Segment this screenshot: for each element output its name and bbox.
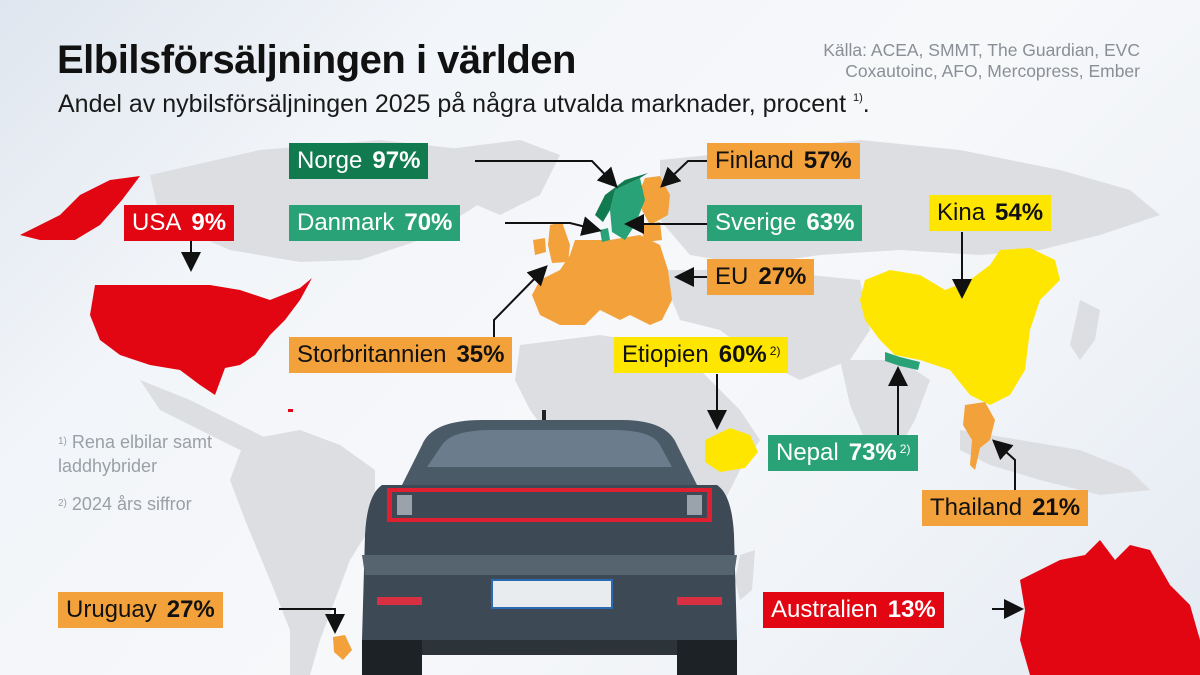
usa-shape (90, 278, 312, 395)
footnote-marker: 2) (769, 344, 781, 358)
usa-alaska (20, 176, 140, 240)
source-line-1: Källa: ACEA, SMMT, The Guardian, EVC (823, 40, 1140, 60)
eu-shape (532, 235, 672, 325)
finland-shape (640, 176, 670, 225)
uk-shape (548, 222, 570, 263)
label-finland: Finland 57% (707, 143, 860, 179)
subtitle-end: . (862, 90, 870, 118)
label-etiopien: Etiopien 60% 2) (614, 337, 789, 373)
label-kina: Kina 54% (929, 195, 1052, 231)
label-nepal: Nepal 73% 2) (768, 435, 919, 471)
ethiopia-shape (705, 428, 758, 472)
nepal-shape (885, 352, 920, 370)
page-title: Elbilsförsäljningen i världen (57, 38, 576, 82)
label-danmark: Danmark 70% (289, 205, 461, 241)
australia-shape (1020, 540, 1200, 675)
subtitle: Andel av nybilsförsäljningen 2025 på någ… (58, 90, 870, 119)
sweden-shape (610, 178, 645, 240)
norway-shape (595, 173, 648, 222)
china-shape (860, 248, 1060, 405)
label-norge: Norge 97% (289, 143, 429, 179)
footnote-1: 1) Rena elbilar samt laddhybrider (58, 432, 212, 476)
subtitle-footnote-marker: 1) (852, 92, 863, 104)
footnote-2: 2) 2024 års siffror (58, 494, 192, 514)
footnote-marker: 2) (899, 442, 911, 456)
subtitle-text: Andel av nybilsförsäljningen 2025 på någ… (58, 90, 847, 118)
baltics-shape (640, 222, 662, 242)
car-image (362, 410, 737, 675)
label-thailand: Thailand 21% (922, 490, 1089, 526)
ireland-shape (533, 238, 546, 255)
label-australien: Australien 13% (763, 592, 944, 628)
denmark-shape (600, 228, 610, 242)
uruguay-shape (333, 635, 352, 660)
thailand-shape (963, 402, 995, 470)
label-usa: USA 9% (124, 205, 235, 241)
label-storbritannien: Storbritannien 35% (289, 337, 513, 373)
label-eu: EU 27% (707, 259, 815, 295)
leader-lines (181, 160, 1024, 634)
label-sverige: Sverige 63% (707, 205, 863, 241)
label-uruguay: Uruguay 27% (58, 592, 223, 628)
footnotes: 1) Rena elbilar samt laddhybrider 2) 202… (58, 430, 238, 530)
source-credit: Källa: ACEA, SMMT, The Guardian, EVC Cox… (823, 40, 1140, 82)
source-line-2: Coxautoinc, AFO, Mercopress, Ember (845, 61, 1140, 81)
